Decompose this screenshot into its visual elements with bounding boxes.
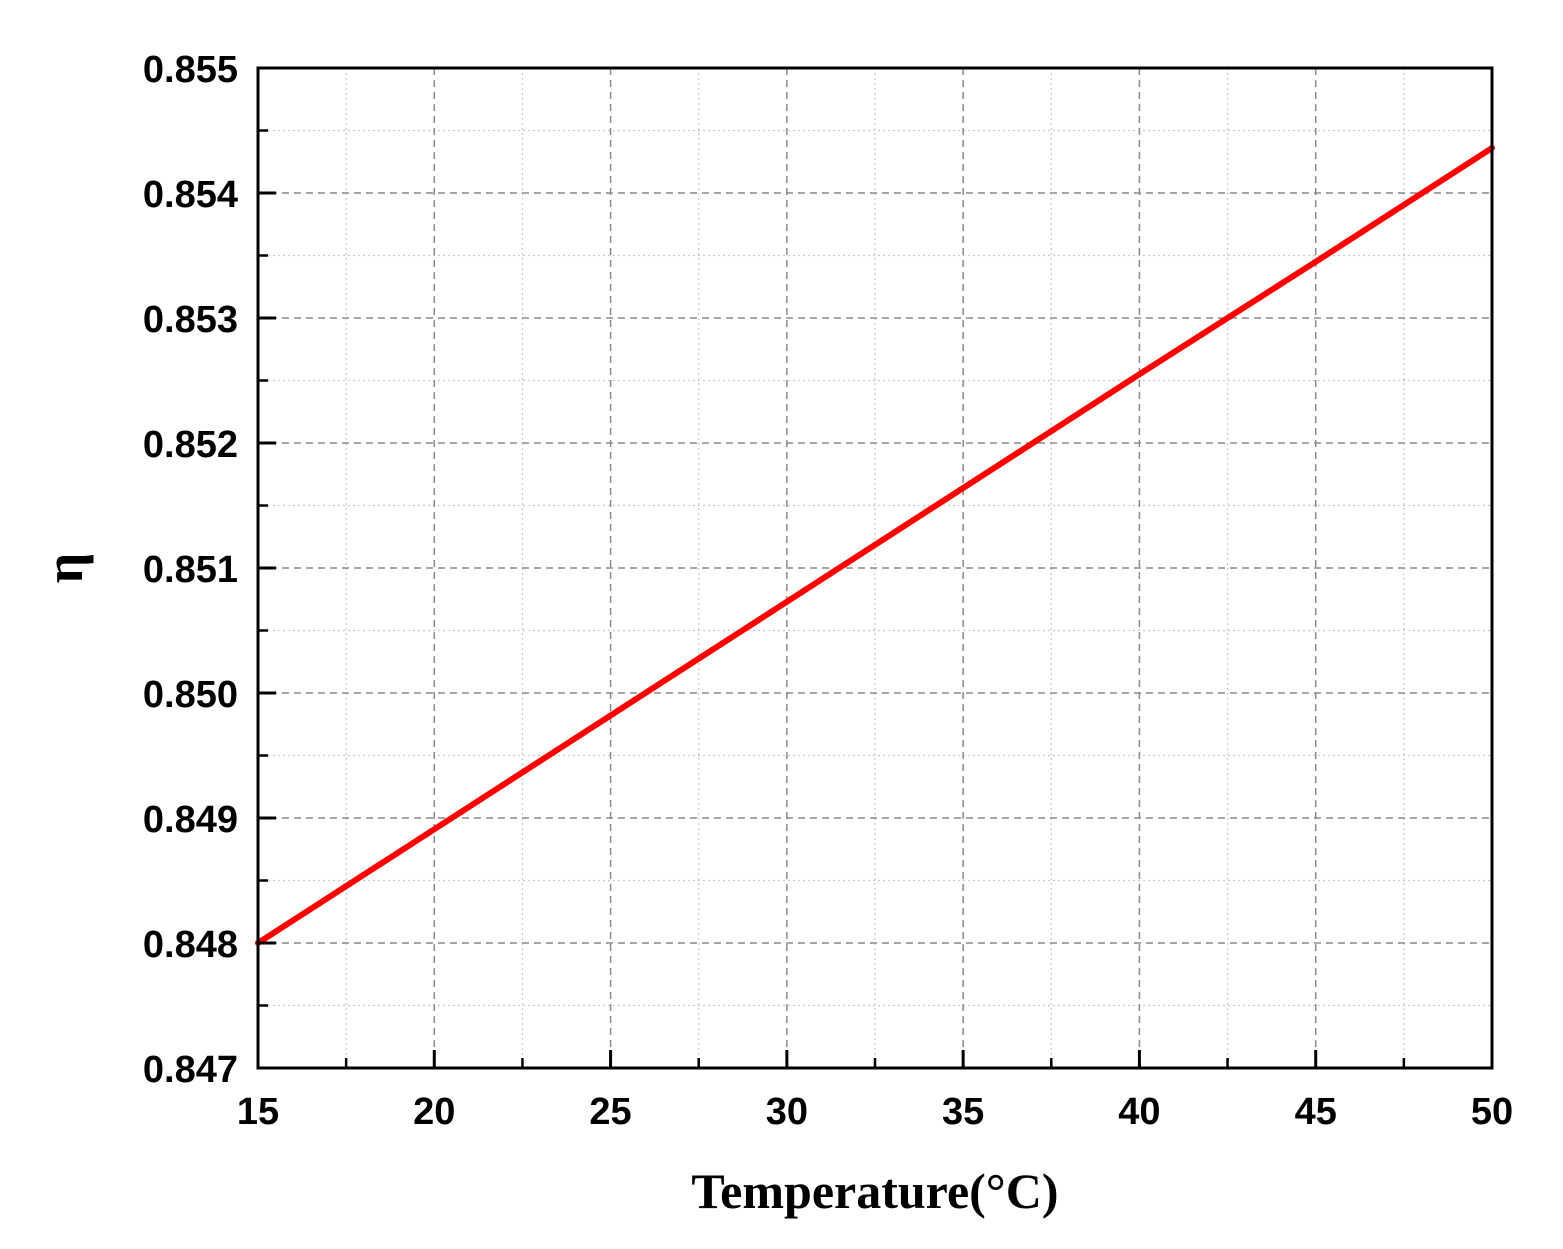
x-tick-label: 15 <box>237 1091 279 1133</box>
series-layer <box>255 145 1495 946</box>
series-line <box>255 145 1495 946</box>
x-tick-labels: 15 20 25 30 35 40 45 50 <box>237 1091 1513 1133</box>
x-tick-label: 45 <box>1295 1091 1337 1133</box>
y-tick-label: 0.850 <box>143 674 238 716</box>
y-tick-label: 0.847 <box>143 1049 238 1091</box>
grid <box>258 68 1492 1068</box>
x-tick-label: 35 <box>942 1091 984 1133</box>
x-tick-label: 40 <box>1118 1091 1160 1133</box>
ticks <box>256 66 1494 1070</box>
x-tick-label: 50 <box>1471 1091 1513 1133</box>
y-tick-label: 0.851 <box>143 549 238 591</box>
y-tick-label: 0.848 <box>143 924 238 966</box>
y-tick-label: 0.855 <box>143 49 238 91</box>
x-axis-label: Temperature(°C) <box>691 1163 1058 1219</box>
x-tick-label: 20 <box>413 1091 455 1133</box>
y-tick-label: 0.854 <box>143 174 238 216</box>
y-tick-label: 0.852 <box>143 424 238 466</box>
y-tick-label: 0.849 <box>143 799 238 841</box>
x-tick-label: 30 <box>766 1091 808 1133</box>
y-tick-label: 0.853 <box>143 299 238 341</box>
y-tick-labels: 0.847 0.848 0.849 0.850 0.851 0.852 0.853 0.854… <box>143 49 238 1091</box>
x-tick-label: 25 <box>589 1091 631 1133</box>
y-axis-label: η <box>34 553 94 584</box>
